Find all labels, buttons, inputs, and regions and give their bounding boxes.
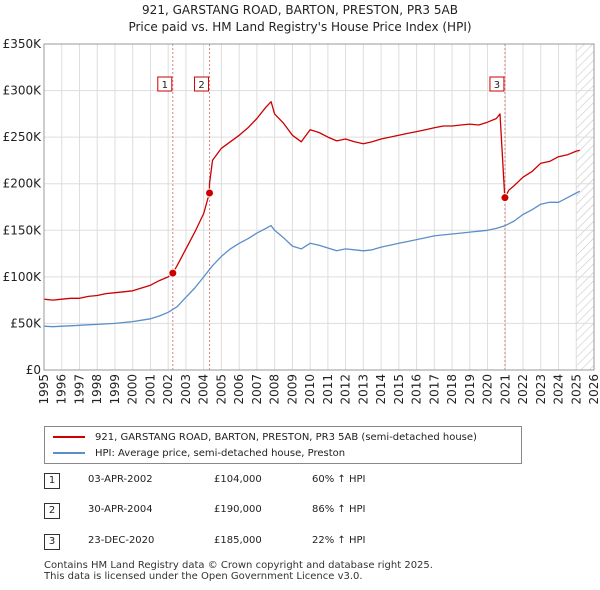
- plot-area: [44, 44, 594, 370]
- transaction-date: 23-DEC-2020: [88, 535, 155, 546]
- transaction-price: £104,000: [214, 474, 262, 485]
- transaction-row: 2 30-APR-2004 £190,000 86% ↑ HPI: [44, 500, 464, 522]
- sale-label-box: [489, 76, 505, 92]
- x-tick-label: 2003: [179, 374, 193, 405]
- x-tick-label: 2020: [481, 374, 495, 405]
- legend-label-property: 921, GARSTANG ROAD, BARTON, PRESTON, PR3…: [95, 431, 477, 443]
- chart-legend: 921, GARSTANG ROAD, BARTON, PRESTON, PR3…: [44, 426, 522, 464]
- y-tick-label: £300K: [3, 84, 43, 98]
- legend-swatch-hpi: [53, 452, 85, 454]
- price-chart: £0 £50K £100K £150K £200K £250K £300K £350K 1995…: [3, 37, 600, 405]
- x-tick-label: 2022: [516, 374, 530, 405]
- transaction-row: 3 23-DEC-2020 £185,000 22% ↑ HPI: [44, 531, 464, 553]
- x-tick-label: 2005: [214, 374, 228, 405]
- transaction-date: 30-APR-2004: [88, 504, 153, 515]
- y-tick-label: £350K: [3, 37, 43, 51]
- sale-label: 1: [162, 80, 168, 91]
- sale-point: [168, 268, 178, 278]
- y-tick-label: £250K: [3, 130, 43, 144]
- y-tick-label: £50K: [10, 316, 42, 330]
- x-tick-label: 2021: [498, 374, 512, 405]
- x-tick-label: 2008: [268, 374, 282, 405]
- x-tick-label: 1996: [55, 374, 69, 405]
- sale-label: 3: [494, 80, 500, 91]
- transaction-hpi: 86% ↑ HPI: [312, 504, 366, 515]
- x-tick-label: 2001: [143, 374, 157, 405]
- sale-point: [205, 188, 215, 198]
- y-tick-label: £200K: [3, 177, 43, 191]
- y-tick-label: £150K: [3, 223, 43, 237]
- x-tick-label: 1997: [72, 374, 86, 405]
- footer-attribution: Contains HM Land Registry data © Crown c…: [44, 560, 433, 582]
- transaction-row: 1 03-APR-2002 £104,000 60% ↑ HPI: [44, 470, 464, 492]
- sale-label: 2: [198, 80, 204, 91]
- plot-frame: [43, 43, 595, 371]
- x-tick-label: 2024: [552, 374, 566, 405]
- transaction-date: 03-APR-2002: [88, 474, 153, 485]
- x-tick-label: 2017: [427, 374, 441, 405]
- chart-subtitle: Price paid vs. HM Land Registry's House …: [128, 20, 472, 34]
- x-tick-label: 2002: [161, 374, 175, 405]
- x-tick-label: 1998: [90, 374, 104, 405]
- x-tick-label: 2010: [303, 374, 317, 405]
- transaction-price: £185,000: [214, 535, 262, 546]
- sale-label-box: [194, 76, 210, 92]
- transaction-hpi: 22% ↑ HPI: [312, 535, 366, 546]
- property-series-line: [43, 101, 580, 301]
- transaction-number: 1: [44, 473, 60, 489]
- forecast-hatch: [576, 44, 594, 370]
- x-tick-label: 1999: [108, 374, 122, 405]
- x-tick-label: 2015: [392, 374, 406, 405]
- x-tick-label: 2023: [534, 374, 548, 405]
- footer-copyright: Contains HM Land Registry data © Crown c…: [44, 560, 433, 571]
- sale-point: [500, 193, 510, 203]
- x-tick-label: 2019: [463, 374, 477, 405]
- x-tick-label: 2014: [374, 374, 388, 405]
- hpi-series-line: [43, 190, 581, 328]
- transaction-hpi: 60% ↑ HPI: [312, 474, 366, 485]
- y-tick-label: £0: [26, 363, 41, 377]
- transaction-number: 2: [44, 503, 60, 519]
- chart-title: 921, GARSTANG ROAD, BARTON, PRESTON, PR3…: [142, 3, 458, 17]
- x-tick-label: 2011: [321, 374, 335, 405]
- x-tick-label: 2013: [356, 374, 370, 405]
- transaction-price: £190,000: [214, 504, 262, 515]
- y-tick-label: £100K: [3, 270, 43, 284]
- legend-swatch-property: [53, 436, 85, 438]
- x-tick-label: 2012: [339, 374, 353, 405]
- x-tick-label: 2006: [232, 374, 246, 405]
- transaction-number: 3: [44, 534, 60, 550]
- x-tick-label: 2000: [126, 374, 140, 405]
- x-tick-label: 2016: [410, 374, 424, 405]
- chart-title-block: 921, GARSTANG ROAD, BARTON, PRESTON, PR3…: [0, 2, 600, 36]
- footer-license: This data is licensed under the Open Gov…: [44, 571, 363, 582]
- legend-item-hpi: HPI: Average price, semi-detached house,…: [53, 446, 345, 460]
- x-tick-label: 2007: [250, 374, 264, 405]
- legend-item-property: 921, GARSTANG ROAD, BARTON, PRESTON, PR3…: [53, 430, 477, 444]
- x-tick-label: 2018: [445, 374, 459, 405]
- x-tick-label: 2009: [285, 374, 299, 405]
- sale-label-box: [157, 76, 173, 92]
- x-tick-label: 2026: [587, 374, 600, 405]
- x-tick-label: 1995: [37, 374, 51, 405]
- x-tick-label: 2004: [197, 374, 211, 405]
- x-tick-label: 2025: [569, 374, 583, 405]
- legend-label-hpi: HPI: Average price, semi-detached house,…: [95, 447, 346, 459]
